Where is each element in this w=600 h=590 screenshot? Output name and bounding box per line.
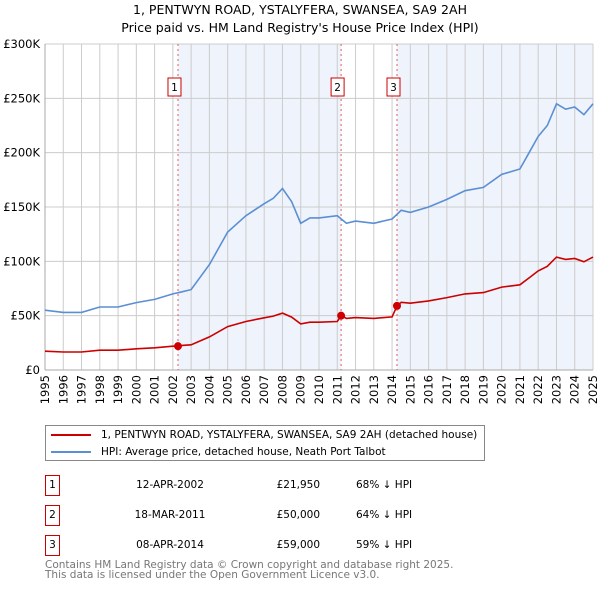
sale-row-1: 1 12-APR-2002 £21,950 68% ↓ HPI: [45, 475, 465, 496]
y-tick-label: £300K: [3, 37, 40, 51]
x-tick-label: 2020: [495, 375, 509, 404]
sale-marker-badge: 1: [45, 475, 60, 496]
x-tick-label: 1999: [111, 375, 125, 404]
x-tick-label: 2004: [202, 375, 216, 404]
y-tick-label: £50K: [11, 309, 41, 323]
x-tick-label: 1998: [93, 375, 107, 404]
x-tick-label: 2001: [148, 375, 162, 404]
chart-subtitle: Price paid vs. HM Land Registry's House …: [121, 20, 478, 35]
x-tick-label: 2025: [586, 375, 600, 404]
x-tick-label: 2007: [257, 375, 271, 404]
y-tick-label: £150K: [3, 200, 40, 214]
sale-marker-badge: 3: [45, 535, 60, 556]
sale-hpi-diff: 59% ↓ HPI: [356, 539, 413, 551]
sale-row-2: 2 18-MAR-2011 £50,000 64% ↓ HPI: [45, 505, 465, 526]
x-tick-label: 2005: [221, 375, 235, 404]
x-tick-label: 2012: [349, 375, 363, 404]
sale-date: 08-APR-2014: [136, 539, 204, 551]
x-tick-label: 2009: [294, 375, 308, 404]
chart-title: 1, PENTWYN ROAD, YSTALYFERA, SWANSEA, SA…: [133, 2, 467, 17]
sale-hpi-diff: 64% ↓ HPI: [356, 509, 413, 521]
x-tick-label: 2013: [367, 375, 381, 404]
sale-price: £21,950: [276, 479, 320, 491]
sale-point: [173, 342, 182, 351]
legend-item-hpi: HPI: Average price, detached house, Neat…: [51, 444, 386, 460]
footer: Contains HM Land Registry data © Crown c…: [45, 559, 454, 581]
sale-label-box: [386, 77, 401, 97]
x-tick-label: 2018: [458, 375, 472, 404]
x-tick-label: 2023: [549, 375, 563, 404]
x-tick-label: 2016: [422, 375, 436, 404]
sale-label: 1: [171, 82, 178, 94]
legend-label: 1, PENTWYN ROAD, YSTALYFERA, SWANSEA, SA…: [101, 429, 478, 441]
sale-marker-badge: 2: [45, 505, 60, 526]
x-tick-label: 2022: [531, 375, 545, 404]
x-tick-label: 2010: [312, 375, 326, 404]
sale-date: 12-APR-2002: [136, 479, 204, 491]
sale-label-box: [330, 77, 345, 97]
x-tick-label: 2008: [275, 375, 289, 404]
x-tick-label: 2006: [239, 375, 253, 404]
sale-date: 18-MAR-2011: [134, 509, 206, 521]
x-tick-label: 2024: [568, 375, 582, 404]
x-tick-label: 2015: [403, 375, 417, 404]
x-tick-label: 1996: [56, 375, 70, 404]
x-tick-label: 1997: [75, 375, 89, 404]
legend-blue-line-icon: [51, 451, 91, 453]
hpi-line: [44, 102, 594, 314]
sale-price: £59,000: [276, 539, 320, 551]
legend-red-line-icon: [51, 434, 91, 436]
sale-row-3: 3 08-APR-2014 £59,000 59% ↓ HPI: [45, 535, 465, 556]
sale-hpi-diff: 68% ↓ HPI: [356, 479, 413, 491]
sale-label: 2: [334, 82, 341, 94]
legend: 1, PENTWYN ROAD, YSTALYFERA, SWANSEA, SA…: [45, 425, 485, 461]
sale-label: 3: [390, 82, 397, 94]
legend-item-property: 1, PENTWYN ROAD, YSTALYFERA, SWANSEA, SA…: [51, 427, 477, 443]
y-tick-label: £200K: [3, 146, 40, 160]
y-tick-label: £0: [25, 363, 40, 377]
x-tick-label: 2014: [385, 375, 399, 404]
sale-label-box: [167, 77, 182, 97]
x-tick-label: 2003: [184, 375, 198, 404]
x-tick-label: 2017: [440, 375, 454, 404]
x-tick-label: 1995: [38, 375, 52, 404]
footer-licence: This data is licensed under the Open Gov…: [45, 569, 380, 581]
y-tick-label: £250K: [3, 91, 40, 105]
x-tick-label: 2000: [129, 375, 143, 404]
footer-copyright: Contains HM Land Registry data © Crown c…: [45, 559, 454, 571]
x-tick-label: 2002: [166, 375, 180, 404]
x-tick-label: 2011: [330, 375, 344, 404]
x-tick-label: 2019: [476, 375, 490, 404]
x-tick-label: 2021: [513, 375, 527, 404]
y-tick-label: £100K: [3, 254, 40, 268]
sale-point: [392, 301, 401, 310]
sale-price: £50,000: [276, 509, 320, 521]
sale-point: [337, 311, 346, 320]
price-chart: 1, PENTWYN ROAD, YSTALYFERA, SWANSEA, SA…: [3, 2, 600, 404]
legend-label: HPI: Average price, detached house, Neat…: [101, 446, 386, 458]
